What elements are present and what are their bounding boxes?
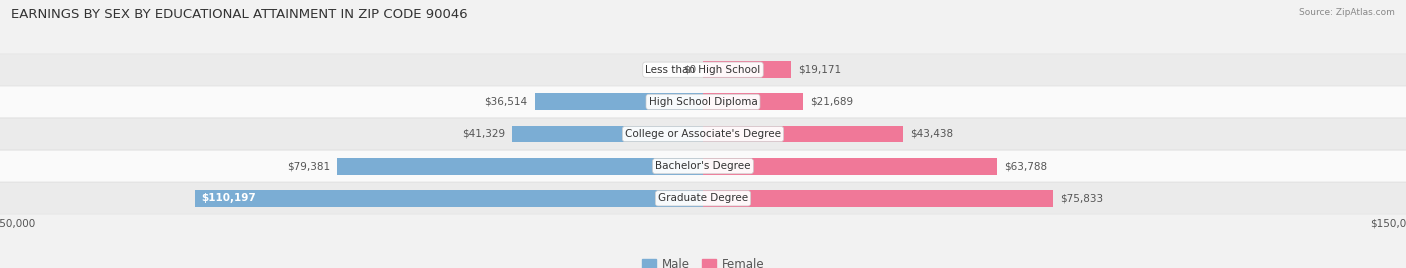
FancyBboxPatch shape (0, 118, 1406, 150)
Bar (703, 126, 903, 142)
Text: College or Associate's Degree: College or Associate's Degree (626, 129, 780, 139)
Text: $21,689: $21,689 (810, 97, 853, 107)
Legend: Male, Female: Male, Female (637, 254, 769, 268)
Text: $43,438: $43,438 (910, 129, 953, 139)
Bar (534, 94, 703, 110)
FancyBboxPatch shape (0, 54, 1406, 85)
Text: Bachelor's Degree: Bachelor's Degree (655, 161, 751, 171)
FancyBboxPatch shape (0, 150, 1406, 182)
Bar (703, 190, 1053, 207)
Bar (703, 94, 803, 110)
FancyBboxPatch shape (0, 86, 1406, 118)
Bar (512, 126, 703, 142)
Text: $63,788: $63,788 (1004, 161, 1047, 171)
Text: EARNINGS BY SEX BY EDUCATIONAL ATTAINMENT IN ZIP CODE 90046: EARNINGS BY SEX BY EDUCATIONAL ATTAINMEN… (11, 8, 468, 21)
Text: $41,329: $41,329 (463, 129, 506, 139)
Text: $0: $0 (683, 65, 696, 75)
Text: $36,514: $36,514 (485, 97, 527, 107)
FancyBboxPatch shape (0, 183, 1406, 214)
Text: $75,833: $75,833 (1060, 193, 1102, 203)
Text: Less than High School: Less than High School (645, 65, 761, 75)
Bar (703, 61, 792, 78)
Bar (703, 158, 997, 174)
Text: Graduate Degree: Graduate Degree (658, 193, 748, 203)
Text: Source: ZipAtlas.com: Source: ZipAtlas.com (1299, 8, 1395, 17)
Bar (337, 158, 703, 174)
Text: High School Diploma: High School Diploma (648, 97, 758, 107)
Text: $110,197: $110,197 (201, 193, 256, 203)
Text: $19,171: $19,171 (799, 65, 841, 75)
Bar (195, 190, 703, 207)
Text: $79,381: $79,381 (287, 161, 330, 171)
